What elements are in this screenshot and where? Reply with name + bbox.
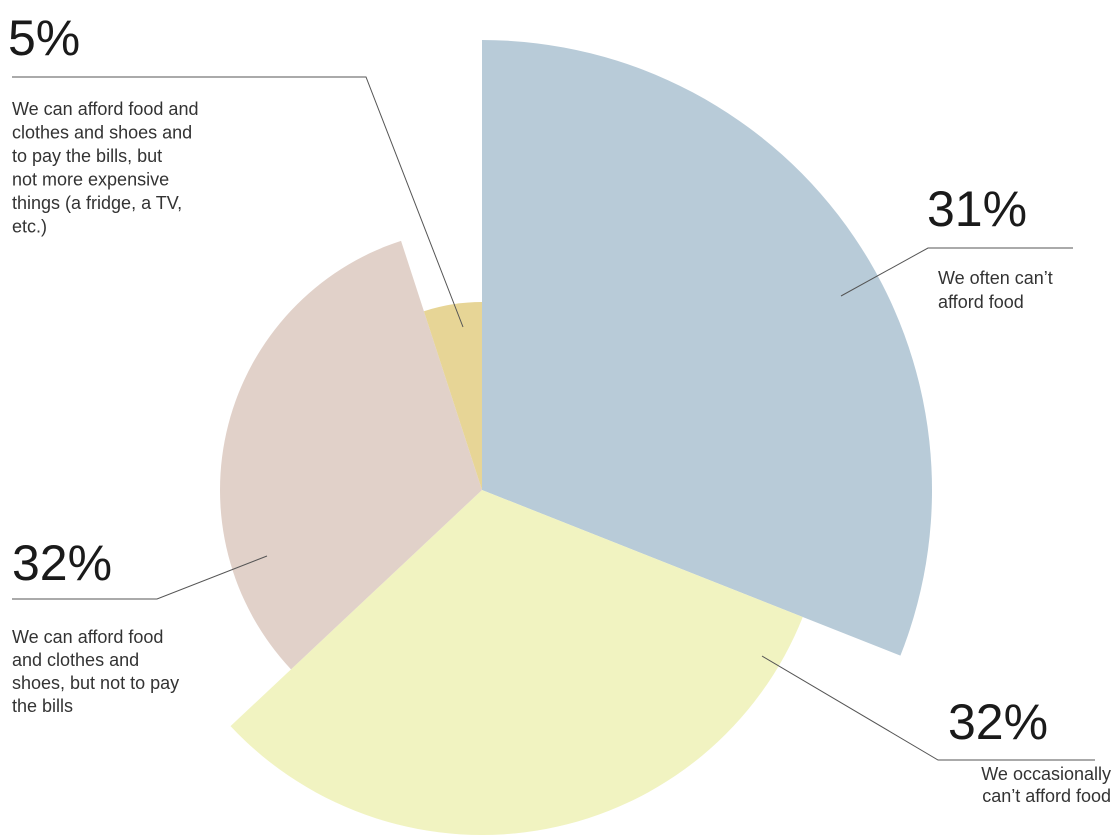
percent-label-1: 31% xyxy=(927,181,1027,237)
percent-label-2: 32% xyxy=(948,694,1048,750)
slice-description-line: not more expensive xyxy=(12,170,169,190)
pie-slice-4 xyxy=(423,302,482,490)
slice-description-line: etc.) xyxy=(12,217,47,237)
leader-line-4 xyxy=(12,76,464,328)
percent-label-4: 5% xyxy=(8,10,80,66)
slice-description-line: We often can’t xyxy=(938,268,1053,288)
slice-description-3: We can afford food and clothes and shoes, … xyxy=(12,627,179,716)
slice-description-1: We often can’t afford food xyxy=(938,268,1053,312)
slice-description-line: the bills xyxy=(12,696,73,716)
leader-line-3 xyxy=(12,555,268,600)
pie-slice-2 xyxy=(230,490,803,835)
slice-description-line: to pay the bills, but xyxy=(12,146,162,166)
slice-description-line: shoes, but not to pay xyxy=(12,673,179,693)
slice-description-line: and clothes and xyxy=(12,650,139,670)
leader-line-1 xyxy=(840,247,1073,297)
pie-slice-3 xyxy=(219,240,482,670)
slice-description-line: We can afford food and xyxy=(12,99,198,119)
slice-description-line: things (a fridge, a TV, xyxy=(12,193,182,213)
slice-description-2: We occasionally can’t afford food xyxy=(981,764,1111,806)
slice-description-line: afford food xyxy=(938,292,1024,312)
slice-description-line: clothes and shoes and xyxy=(12,123,192,143)
slice-description-line: We can afford food xyxy=(12,627,163,647)
pie-slice-1 xyxy=(482,40,933,656)
leader-line-2 xyxy=(761,655,1095,761)
slice-description-line: We occasionally xyxy=(981,764,1111,784)
slice-description-4: We can afford food and clothes and shoes … xyxy=(12,99,198,237)
percent-label-3: 32% xyxy=(12,535,112,591)
slice-description-line: can’t afford food xyxy=(982,786,1111,806)
